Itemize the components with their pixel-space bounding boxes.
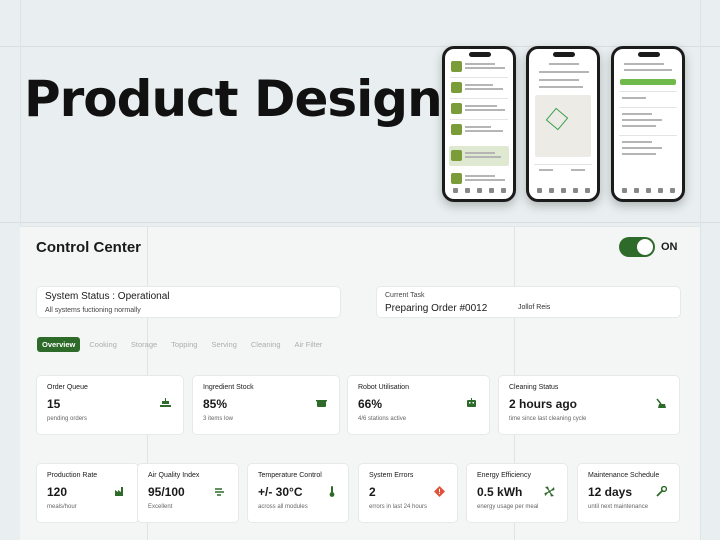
metric-label: Cleaning Status — [509, 384, 559, 391]
current-task-label: Current Task — [385, 292, 425, 299]
metric-card-production-rate[interactable]: Production Rate 120 meals/hour — [36, 463, 139, 523]
robot-icon — [466, 398, 477, 411]
tray-icon — [160, 398, 171, 411]
current-task-card: Current Task Preparing Order #0012 Jollo… — [376, 286, 681, 318]
metric-sub: Excellent — [148, 504, 173, 510]
guide-line — [0, 222, 720, 223]
guide-line — [0, 46, 720, 47]
metric-label: Air Quality Index — [148, 472, 200, 479]
system-status-subtitle: All systems fuctioning normally — [45, 307, 141, 314]
guide-line — [700, 0, 701, 540]
phone-mockup-list — [442, 46, 516, 202]
tab-cleaning[interactable]: Cleaning — [250, 340, 281, 349]
metric-sub: meals/hour — [47, 504, 77, 510]
metric-label: Maintenance Schedule — [588, 472, 660, 479]
metric-sub: errors in last 24 hours — [369, 504, 428, 510]
metric-label: Order Queue — [47, 384, 88, 391]
toggle-knob — [637, 239, 653, 255]
metric-card-order-queue[interactable]: Order Queue 15 pending orders — [36, 375, 184, 435]
metric-card-energy-efficiency[interactable]: Energy Efficiency 0.5 kWh energy usage p… — [466, 463, 568, 523]
metric-card-cleaning-status[interactable]: Cleaning Status 2 hours ago time since l… — [498, 375, 680, 435]
tab-overview[interactable]: Overview — [37, 337, 81, 352]
metric-value: 66% — [358, 397, 383, 411]
tab-bar: Overview Cooking Storage Topping Serving… — [37, 337, 331, 352]
toggle-label: ON — [661, 241, 678, 253]
metric-value: 15 — [47, 397, 61, 411]
power-toggle[interactable] — [619, 237, 655, 257]
metric-sub: until next maintenance — [588, 504, 649, 510]
current-task-value: Preparing Order #0012 — [385, 303, 488, 314]
phone-mockup-map — [526, 46, 600, 202]
metric-value: 2 — [369, 485, 376, 499]
metric-value: 95/100 — [148, 485, 185, 499]
thermometer-icon — [328, 486, 336, 500]
metric-card-maintenance[interactable]: Maintenance Schedule 12 days until next … — [577, 463, 680, 523]
tab-serving[interactable]: Serving — [211, 340, 237, 349]
metric-card-temperature[interactable]: Temperature Control +/- 30°C across all … — [247, 463, 349, 523]
metric-card-robot-utilisation[interactable]: Robot Utilisation 66% 4/6 stations activ… — [347, 375, 490, 435]
hero-title: Product Design — [24, 70, 443, 128]
metric-value: +/- 30°C — [258, 485, 303, 499]
metric-card-ingredient-stock[interactable]: Ingredient Stock 85% 3 items low — [192, 375, 340, 435]
phone-mockup-orders — [611, 46, 685, 202]
metric-label: Temperature Control — [258, 472, 322, 479]
metric-value: 12 days — [588, 485, 633, 499]
fan-icon — [544, 486, 555, 500]
metric-value: 2 hours ago — [509, 397, 578, 411]
current-task-person: Jollof Reis — [518, 304, 551, 311]
system-status-card: System Status : Operational All systems … — [36, 286, 341, 318]
pot-icon — [316, 398, 327, 411]
metric-sub: 3 items low — [203, 416, 234, 422]
metric-sub: time since last cleaning cycle — [509, 416, 587, 422]
metric-value: 85% — [203, 397, 228, 411]
tab-storage[interactable]: Storage — [130, 340, 158, 349]
warning-icon — [434, 486, 445, 500]
wind-icon — [215, 486, 226, 499]
broom-icon — [655, 398, 667, 412]
metric-card-system-errors[interactable]: System Errors 2 errors in last 24 hours — [358, 463, 458, 523]
system-status-title: System Status : Operational — [45, 291, 170, 302]
tab-topping[interactable]: Topping — [171, 340, 198, 349]
metric-label: Energy Efficiency — [477, 472, 531, 479]
metric-value: 0.5 kWh — [477, 485, 523, 499]
metric-sub: energy usage per meal — [477, 504, 539, 510]
metric-card-air-quality[interactable]: Air Quality Index 95/100 Excellent — [137, 463, 239, 523]
metric-label: Ingredient Stock — [203, 384, 254, 391]
metric-label: Robot Utilisation — [358, 384, 409, 391]
tab-cooking[interactable]: Cooking — [89, 340, 117, 349]
tab-air-filter[interactable]: Air Filter — [294, 340, 323, 349]
metric-sub: pending orders — [47, 416, 88, 422]
metric-sub: across all modules — [258, 504, 308, 510]
metric-label: System Errors — [369, 472, 414, 479]
metric-value: 120 — [47, 485, 68, 499]
metric-label: Production Rate — [47, 472, 98, 479]
metric-sub: 4/6 stations active — [358, 416, 407, 422]
wrench-icon — [656, 485, 668, 500]
factory-icon — [115, 486, 126, 499]
page-title: Control Center — [36, 239, 141, 256]
